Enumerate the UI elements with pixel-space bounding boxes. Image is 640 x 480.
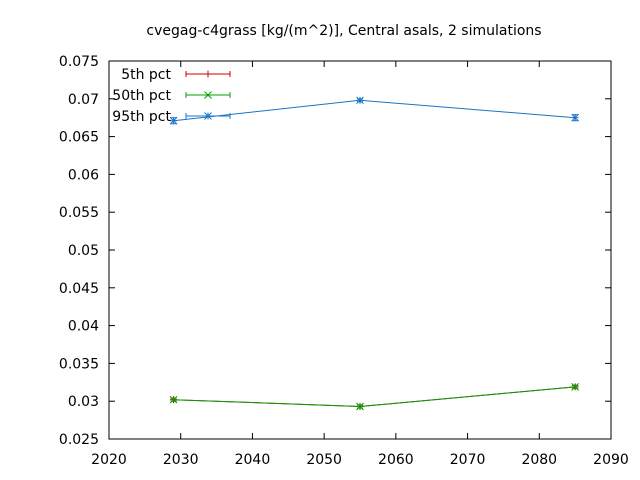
x-tick-label: 2060 xyxy=(378,452,414,468)
y-tick-label: 0.045 xyxy=(59,281,99,297)
legend: 5th pct 50th pct 95th pct xyxy=(112,67,231,125)
series-3 xyxy=(169,96,579,125)
legend-marker xyxy=(204,91,212,99)
legend-label: 50th pct xyxy=(112,88,171,104)
data-point xyxy=(571,382,579,391)
data-point xyxy=(169,116,178,125)
y-tick-label: 0.04 xyxy=(68,319,99,335)
series-line xyxy=(173,386,576,407)
x-tick-label: 2070 xyxy=(450,452,486,468)
series-1 xyxy=(170,383,579,410)
x-tick-label: 2030 xyxy=(163,452,199,468)
y-tick-label: 0.035 xyxy=(59,356,99,372)
x-tick-label: 2090 xyxy=(593,452,629,468)
y-tick-label: 0.07 xyxy=(68,92,99,108)
legend-marker xyxy=(204,112,212,120)
y-tick-label: 0.075 xyxy=(59,54,99,70)
series-line xyxy=(173,386,576,407)
legend-label: 95th pct xyxy=(112,109,171,125)
data-point xyxy=(356,96,364,105)
legend-label: 5th pct xyxy=(121,67,171,83)
data-point xyxy=(571,113,579,122)
x-tick-label: 2040 xyxy=(235,452,271,468)
y-tick-label: 0.065 xyxy=(59,130,99,146)
legend-marker xyxy=(204,70,212,78)
y-tick-label: 0.055 xyxy=(59,205,99,221)
series-line xyxy=(173,99,576,122)
data-point xyxy=(169,395,178,404)
data-point xyxy=(356,402,364,411)
y-tick-label: 0.06 xyxy=(68,167,99,183)
x-tick-label: 2080 xyxy=(521,452,557,468)
chart-title: cvegag-c4grass [kg/(m^2)], Central asals… xyxy=(146,23,541,39)
x-tick-label: 2050 xyxy=(306,452,342,468)
series-layer xyxy=(169,96,579,411)
y-tick-label: 0.05 xyxy=(68,243,99,259)
x-tick-label: 2020 xyxy=(91,452,127,468)
plot-border xyxy=(108,60,612,440)
y-tick-label: 0.03 xyxy=(68,394,99,410)
axes: 2020 2030 2040 2050 2060 2070 2080 2090 0.025 0.0… xyxy=(59,54,629,468)
y-tick-label: 0.025 xyxy=(59,432,99,448)
series-2 xyxy=(169,382,579,411)
